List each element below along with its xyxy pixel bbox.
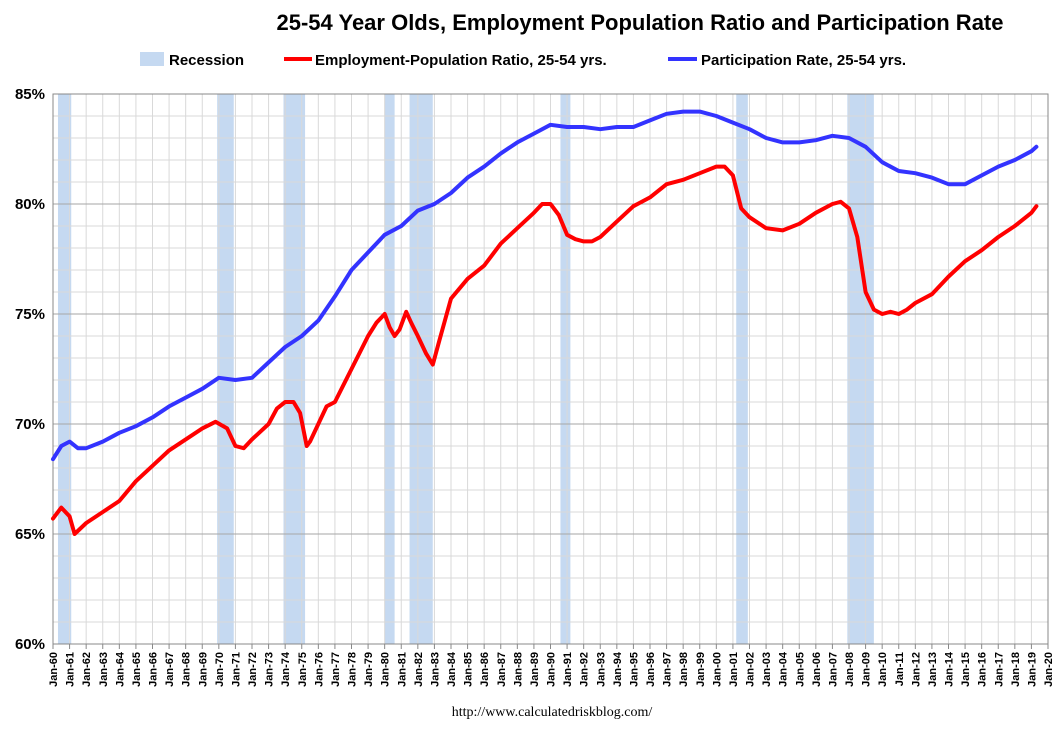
x-tick-label: Jan-65 (131, 652, 143, 687)
x-tick-label: Jan-81 (396, 652, 408, 687)
x-axis-ticks: Jan-60 Jan-61 Jan-62 Jan-63 Jan-64 Jan-65 Jan-… (48, 644, 1055, 687)
x-tick-label: Jan-72 (247, 652, 259, 687)
x-tick-label: Jan-78 (347, 652, 359, 687)
employment-population-line (51, 164, 1039, 536)
x-tick-label: Jan-07 (827, 652, 839, 687)
gridlines (53, 94, 1048, 644)
x-tick-label: Jan-11 (894, 652, 906, 686)
y-tick-label: 70% (15, 416, 45, 433)
x-tick-label: Jan-97 (662, 652, 674, 687)
y-tick-label: 80% (15, 196, 45, 213)
legend-employment-label: Employment-Population Ratio, 25-54 yrs. (315, 52, 607, 69)
series-lines (51, 109, 1039, 536)
x-tick-label: Jan-13 (927, 652, 939, 687)
x-tick-label: Jan-91 (562, 652, 574, 687)
x-tick-label: Jan-01 (728, 652, 740, 687)
x-tick-label: Jan-64 (114, 651, 126, 687)
x-tick-label: Jan-99 (695, 652, 707, 687)
x-tick-label: Jan-76 (313, 652, 325, 687)
y-axis-ticks: 60% 65% 70% 75% 80% 85% (15, 86, 45, 653)
participation-rate-line (51, 109, 1039, 462)
x-tick-label: Jan-95 (628, 652, 640, 687)
recession-bands (57, 94, 874, 644)
x-tick-label: Jan-98 (678, 652, 690, 687)
x-tick-label: Jan-10 (877, 652, 889, 687)
legend-recession-swatch (140, 52, 164, 66)
x-tick-label: Jan-14 (944, 651, 956, 687)
x-tick-label: Jan-16 (977, 652, 989, 687)
recession-band-1 (217, 94, 234, 644)
x-tick-label: Jan-94 (612, 651, 624, 687)
x-tick-label: Jan-04 (778, 651, 790, 687)
x-tick-label: Jan-02 (745, 652, 757, 687)
x-tick-label: Jan-74 (280, 651, 292, 687)
x-tick-label: Jan-17 (993, 652, 1005, 687)
x-tick-label: Jan-05 (794, 652, 806, 687)
x-tick-label: Jan-93 (595, 652, 607, 687)
x-tick-label: Jan-66 (148, 652, 160, 687)
x-tick-label: Jan-69 (197, 652, 209, 687)
x-tick-label: Jan-85 (463, 652, 475, 687)
x-tick-label: Jan-86 (479, 652, 491, 687)
x-tick-label: Jan-03 (761, 652, 773, 687)
y-tick-label: 65% (15, 526, 45, 543)
x-tick-label: Jan-18 (1010, 652, 1022, 687)
x-tick-label: Jan-96 (645, 652, 657, 687)
x-tick-label: Jan-89 (529, 652, 541, 687)
x-tick-label: Jan-83 (429, 652, 441, 687)
x-tick-label: Jan-67 (164, 652, 176, 687)
legend: Recession Employment-Population Ratio, 2… (140, 52, 906, 69)
recession-band-4 (409, 94, 433, 644)
y-tick-label: 75% (15, 306, 45, 323)
y-tick-label: 85% (15, 86, 45, 103)
legend-participation-label: Participation Rate, 25-54 yrs. (701, 52, 906, 69)
legend-recession-label: Recession (169, 52, 244, 69)
recession-band-7 (847, 94, 874, 644)
x-tick-label: Jan-63 (98, 652, 110, 687)
x-tick-label: Jan-62 (81, 652, 93, 687)
x-tick-label: Jan-88 (512, 652, 524, 687)
x-tick-label: Jan-92 (579, 652, 591, 687)
x-tick-label: Jan-61 (65, 652, 77, 687)
x-tick-label: Jan-90 (546, 652, 558, 687)
y-tick-label: 60% (15, 636, 45, 653)
x-tick-label: Jan-80 (380, 652, 392, 687)
x-tick-label: Jan-00 (711, 652, 723, 687)
x-tick-label: Jan-15 (960, 652, 972, 687)
x-tick-label: Jan-12 (910, 652, 922, 687)
recession-band-5 (560, 94, 571, 644)
x-tick-label: Jan-60 (48, 652, 60, 687)
x-tick-label: Jan-75 (297, 652, 309, 687)
x-tick-label: Jan-79 (363, 652, 375, 687)
x-tick-label: Jan-70 (214, 652, 226, 687)
x-tick-label: Jan-19 (1026, 652, 1038, 687)
chart-title: 25-54 Year Olds, Employment Population R… (277, 10, 1004, 35)
x-tick-label: Jan-82 (413, 652, 425, 687)
x-tick-label: Jan-77 (330, 652, 342, 687)
x-tick-label: Jan-87 (496, 652, 508, 687)
recession-band-6 (736, 94, 748, 644)
x-tick-label: Jan-73 (264, 652, 276, 687)
source-url: http://www.calculatedriskblog.com/ (452, 705, 653, 720)
x-tick-label: Jan-68 (181, 652, 193, 687)
recession-band-2 (283, 94, 306, 644)
recession-band-3 (384, 94, 395, 644)
x-tick-label: Jan-71 (230, 652, 242, 687)
x-tick-label: Jan-06 (811, 652, 823, 687)
x-tick-label: Jan-20 (1043, 652, 1055, 687)
x-tick-label: Jan-09 (861, 652, 873, 687)
x-tick-label: Jan-84 (446, 651, 458, 687)
x-tick-label: Jan-08 (844, 652, 856, 687)
